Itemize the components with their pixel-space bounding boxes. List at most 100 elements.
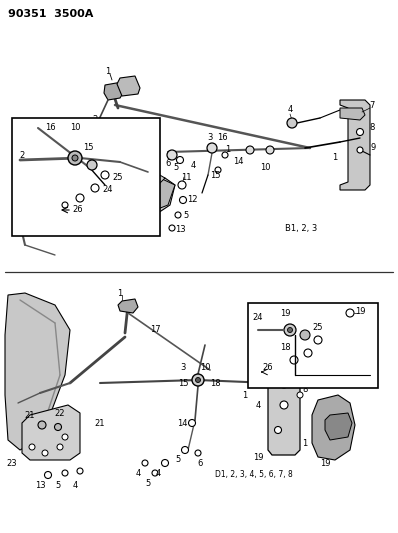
Text: 5: 5 bbox=[145, 479, 150, 488]
Text: 16: 16 bbox=[45, 124, 55, 133]
Text: 10: 10 bbox=[260, 164, 270, 173]
Polygon shape bbox=[22, 405, 80, 460]
Text: 21: 21 bbox=[95, 418, 105, 427]
Text: 24: 24 bbox=[253, 313, 263, 322]
Circle shape bbox=[297, 392, 303, 398]
Text: 25: 25 bbox=[313, 324, 323, 333]
Circle shape bbox=[284, 324, 296, 336]
Text: 15: 15 bbox=[83, 143, 93, 152]
Circle shape bbox=[195, 450, 201, 456]
Circle shape bbox=[29, 444, 35, 450]
Text: 3: 3 bbox=[207, 133, 213, 142]
Text: 24: 24 bbox=[103, 185, 113, 195]
Circle shape bbox=[38, 421, 46, 429]
Circle shape bbox=[169, 225, 175, 231]
Text: 15: 15 bbox=[210, 171, 220, 180]
Text: 4: 4 bbox=[287, 106, 293, 115]
Circle shape bbox=[290, 356, 298, 364]
Text: 19: 19 bbox=[253, 453, 263, 462]
Circle shape bbox=[68, 151, 82, 165]
Text: 5: 5 bbox=[183, 212, 189, 221]
Circle shape bbox=[162, 459, 168, 466]
Circle shape bbox=[314, 336, 322, 344]
Text: 4: 4 bbox=[135, 469, 140, 478]
Circle shape bbox=[62, 202, 68, 208]
Text: 11: 11 bbox=[181, 174, 191, 182]
Text: 19: 19 bbox=[320, 458, 330, 467]
Text: 1: 1 bbox=[332, 154, 338, 163]
Text: 17: 17 bbox=[150, 326, 160, 335]
Text: 90351  3500A: 90351 3500A bbox=[8, 9, 94, 19]
Circle shape bbox=[300, 330, 310, 340]
Circle shape bbox=[215, 167, 221, 173]
Text: 14: 14 bbox=[233, 157, 243, 166]
Polygon shape bbox=[117, 76, 140, 96]
Text: 1: 1 bbox=[117, 288, 123, 297]
Text: 4: 4 bbox=[190, 160, 196, 169]
Circle shape bbox=[246, 146, 254, 154]
Circle shape bbox=[287, 327, 293, 333]
Text: D1, 2, 3, 4, 5, 6, 7, 8: D1, 2, 3, 4, 5, 6, 7, 8 bbox=[215, 471, 293, 480]
Circle shape bbox=[279, 378, 289, 388]
Circle shape bbox=[178, 181, 186, 189]
Text: 6: 6 bbox=[197, 458, 203, 467]
Polygon shape bbox=[22, 168, 175, 220]
Circle shape bbox=[346, 309, 354, 317]
Circle shape bbox=[266, 146, 274, 154]
Text: 5: 5 bbox=[55, 481, 60, 489]
Circle shape bbox=[192, 374, 204, 386]
Circle shape bbox=[76, 194, 84, 202]
Circle shape bbox=[55, 424, 62, 431]
Text: 5: 5 bbox=[174, 164, 179, 173]
Text: 26: 26 bbox=[263, 362, 273, 372]
Text: 1: 1 bbox=[225, 146, 230, 155]
Text: 25: 25 bbox=[113, 174, 123, 182]
Circle shape bbox=[357, 128, 363, 135]
Text: 26: 26 bbox=[73, 206, 83, 214]
Text: 10: 10 bbox=[200, 362, 210, 372]
Polygon shape bbox=[312, 395, 355, 460]
Polygon shape bbox=[95, 175, 175, 212]
Circle shape bbox=[280, 401, 288, 409]
Polygon shape bbox=[325, 413, 352, 440]
Bar bbox=[248, 303, 378, 388]
Circle shape bbox=[222, 152, 228, 158]
Bar bbox=[12, 118, 160, 236]
Circle shape bbox=[275, 426, 281, 433]
Text: 1: 1 bbox=[242, 391, 248, 400]
Circle shape bbox=[45, 472, 51, 479]
Text: 16: 16 bbox=[217, 133, 227, 142]
Text: 1: 1 bbox=[302, 439, 308, 448]
Text: 19: 19 bbox=[355, 306, 365, 316]
Circle shape bbox=[77, 468, 83, 474]
Text: 18: 18 bbox=[280, 343, 290, 351]
Circle shape bbox=[57, 444, 63, 450]
Text: 12: 12 bbox=[187, 196, 197, 205]
Circle shape bbox=[287, 118, 297, 128]
Polygon shape bbox=[5, 293, 70, 450]
Text: 9: 9 bbox=[371, 143, 376, 152]
Text: B1, 2, 3: B1, 2, 3 bbox=[285, 223, 317, 232]
Text: 6: 6 bbox=[165, 159, 171, 168]
Text: 13: 13 bbox=[175, 224, 185, 233]
Circle shape bbox=[87, 160, 97, 170]
Circle shape bbox=[167, 150, 177, 160]
Text: 4: 4 bbox=[256, 400, 261, 409]
Text: 19: 19 bbox=[280, 309, 290, 318]
Text: 1: 1 bbox=[105, 68, 111, 77]
Circle shape bbox=[62, 434, 68, 440]
Text: 10: 10 bbox=[70, 124, 80, 133]
Text: 4: 4 bbox=[155, 469, 161, 478]
Text: 21: 21 bbox=[25, 410, 35, 419]
Circle shape bbox=[176, 157, 183, 164]
Text: 4: 4 bbox=[72, 481, 78, 489]
Text: 5: 5 bbox=[176, 456, 181, 464]
Text: 3: 3 bbox=[180, 362, 186, 372]
Text: 2: 2 bbox=[20, 150, 25, 159]
Text: 13: 13 bbox=[35, 481, 45, 489]
Circle shape bbox=[152, 470, 158, 476]
Text: 23: 23 bbox=[7, 458, 17, 467]
Circle shape bbox=[72, 155, 78, 161]
Circle shape bbox=[42, 450, 48, 456]
Text: 14: 14 bbox=[177, 418, 187, 427]
